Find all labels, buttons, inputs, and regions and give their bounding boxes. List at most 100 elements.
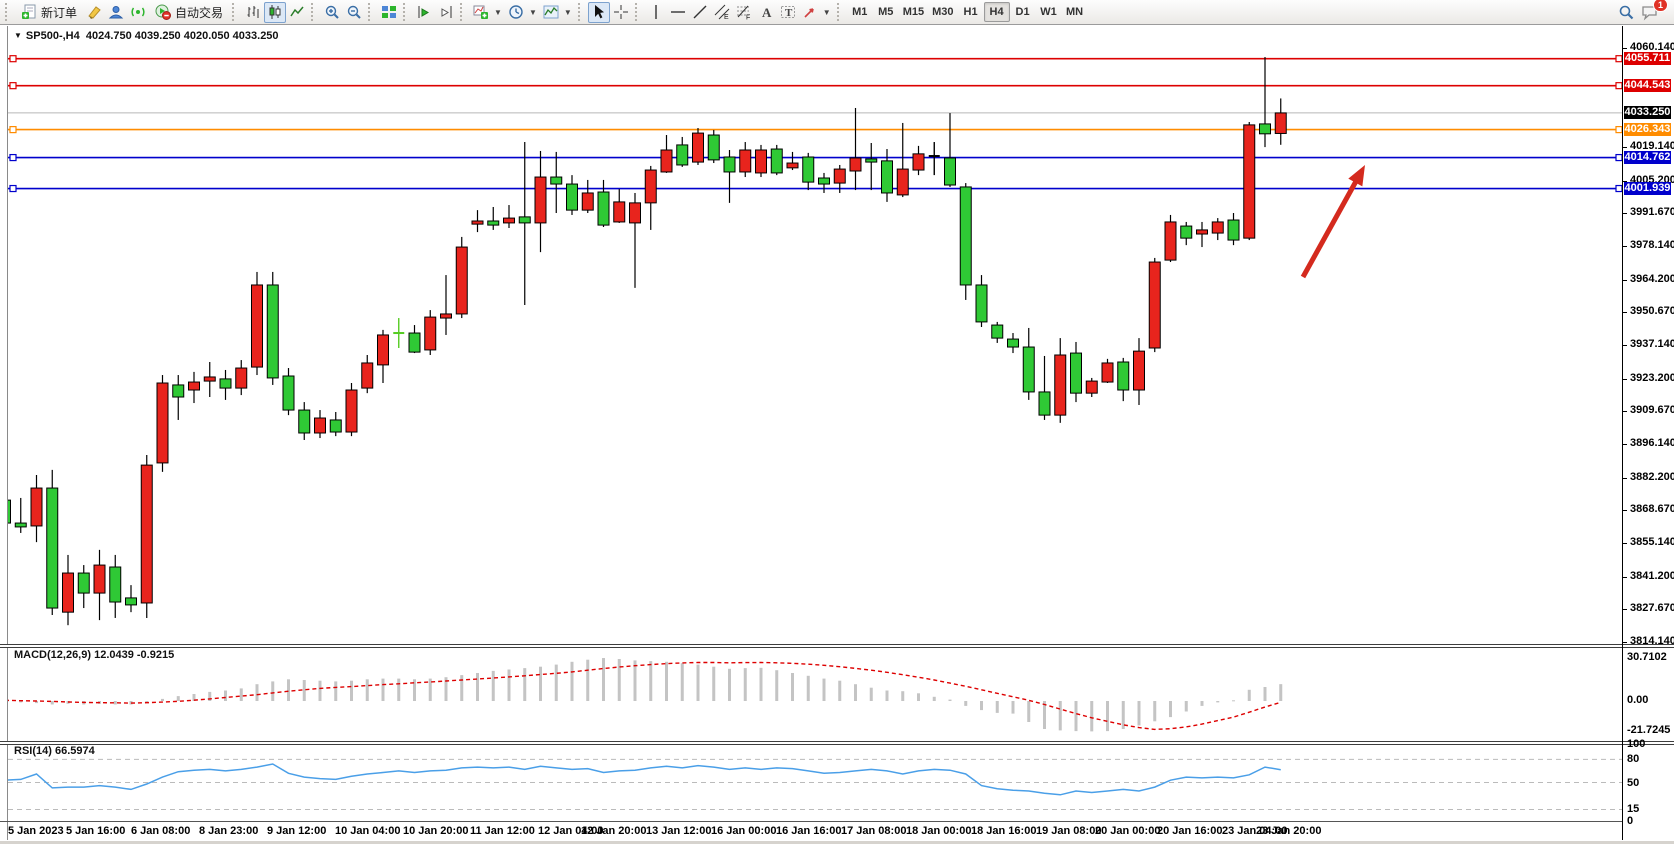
resistance-line-2-handle[interactable] <box>9 82 17 90</box>
indicators-button[interactable]: ▼ <box>470 2 505 23</box>
candle-body-down <box>408 332 421 353</box>
toolbar-grip <box>5 3 12 21</box>
signals-button[interactable] <box>127 2 149 23</box>
macd-histogram-bar <box>649 661 653 701</box>
cursor-button[interactable] <box>587 1 610 23</box>
macd-histogram-bar <box>539 666 542 701</box>
candle-body-up <box>361 362 374 389</box>
support-line-2-handle[interactable] <box>1615 184 1622 193</box>
tab-timeframe-w1[interactable]: W1 <box>1036 2 1062 22</box>
horizontal-line-icon <box>670 11 685 13</box>
macd-histogram-bar <box>806 675 810 701</box>
candle-body-down <box>266 284 279 379</box>
label-button[interactable]: T <box>777 2 799 23</box>
macd-histogram-bar <box>586 659 590 701</box>
new-order-icon <box>22 4 36 19</box>
candlestick-chart-button[interactable] <box>264 1 287 23</box>
candle-body-down <box>282 375 295 411</box>
auto-trading-button[interactable]: 自动交易 <box>149 2 229 23</box>
profile-button[interactable] <box>105 2 127 23</box>
candle <box>1180 221 1193 246</box>
macd-histogram-bar <box>428 678 432 701</box>
fibonacci-button[interactable]: F <box>733 2 755 23</box>
macd-histogram-bar <box>176 696 180 701</box>
candle-body-up <box>93 564 106 594</box>
shift-chart-button[interactable] <box>413 2 435 23</box>
price-badge: 4044.543 <box>1624 79 1671 93</box>
brush-button[interactable] <box>83 2 105 23</box>
candle-body-up <box>1054 354 1067 416</box>
macd-histogram-bar <box>1137 701 1141 726</box>
macd-histogram-bar <box>318 680 322 701</box>
crosshair-button[interactable] <box>610 2 632 23</box>
macd-histogram-bar <box>1011 701 1015 714</box>
bar-chart-button[interactable] <box>242 2 264 23</box>
price-tick-label: 3896.140 <box>1630 437 1674 449</box>
shift-chart-icon <box>418 6 430 18</box>
time-axis-label: 5 Jan 16:00 <box>66 825 126 837</box>
candle-body-up <box>251 284 263 368</box>
pane-separator[interactable] <box>0 741 1674 745</box>
macd-histogram-bar <box>791 673 794 701</box>
line-chart-icon <box>290 6 304 17</box>
dropdown-arrow-icon: ▼ <box>563 7 572 17</box>
line-chart-button[interactable] <box>286 2 308 23</box>
shapes-button[interactable]: ▼ <box>799 2 834 23</box>
candle-body-up <box>755 149 767 174</box>
support-line-1-handle[interactable] <box>1615 153 1622 162</box>
candle <box>802 152 815 191</box>
tab-timeframe-h1[interactable]: H1 <box>958 2 984 22</box>
fibonacci-icon: F <box>736 5 750 20</box>
tile-windows-icon <box>382 6 397 18</box>
candle-body-up <box>455 246 468 315</box>
vertical-line-button[interactable] <box>645 2 667 23</box>
resistance-line-1-handle[interactable] <box>1615 55 1622 63</box>
resistance-line-2-handle[interactable] <box>1615 82 1622 90</box>
templates-button[interactable]: ▼ <box>540 2 575 23</box>
resistance-line-1-handle[interactable] <box>9 55 17 63</box>
shift-end-button[interactable] <box>435 2 457 23</box>
tile-windows-button[interactable] <box>378 2 400 23</box>
candle <box>1211 218 1224 241</box>
pivot-line-handle[interactable] <box>9 126 17 134</box>
pivot-line-handle[interactable] <box>1615 126 1622 134</box>
candlestick-chart-icon <box>269 5 281 19</box>
horizontal-line-button[interactable] <box>667 2 689 23</box>
macd-histogram-bar <box>712 666 716 701</box>
macd-histogram-bar <box>775 670 779 701</box>
candle <box>581 179 594 214</box>
tab-timeframe-d1[interactable]: D1 <box>1010 2 1036 22</box>
text-button[interactable]: A <box>755 2 777 23</box>
channel-button[interactable]: E <box>711 2 733 23</box>
periods-button[interactable]: ▼ <box>505 2 540 23</box>
window-bottom-edge <box>0 841 1674 844</box>
zoom-in-button[interactable] <box>321 2 343 23</box>
new-order-button[interactable]: 新订单 <box>15 2 83 23</box>
annotation-arrow[interactable] <box>1300 176 1361 279</box>
zoom-out-button[interactable] <box>343 2 365 23</box>
support-line-1-handle[interactable] <box>9 153 17 162</box>
trendline-button[interactable] <box>689 2 711 23</box>
rsi-scale-label: 80 <box>1627 753 1640 766</box>
tab-timeframe-m15[interactable]: M15 <box>899 2 928 22</box>
candle-body-down <box>46 487 59 609</box>
annotation-arrow-head[interactable] <box>1348 165 1365 187</box>
tab-timeframe-m1[interactable]: M1 <box>847 2 873 22</box>
tab-timeframe-m30[interactable]: M30 <box>928 2 957 22</box>
search-button[interactable] <box>1615 2 1638 23</box>
candle <box>188 371 200 404</box>
tab-timeframe-m5[interactable]: M5 <box>873 2 899 22</box>
candle-body-up <box>613 201 626 223</box>
candle-body-down <box>881 160 893 194</box>
toolbar-grip <box>836 3 844 21</box>
price-tick <box>1622 180 1627 182</box>
tab-timeframe-mn[interactable]: MN <box>1062 2 1088 22</box>
candle <box>1117 357 1130 402</box>
macd-histogram-bar <box>1121 701 1125 729</box>
support-line-2-handle[interactable] <box>9 184 17 193</box>
candle <box>896 122 909 198</box>
tab-timeframe-h4[interactable]: H4 <box>983 2 1010 22</box>
pane-separator[interactable] <box>0 644 1674 648</box>
collapse-icon[interactable]: ▼ <box>14 31 22 40</box>
